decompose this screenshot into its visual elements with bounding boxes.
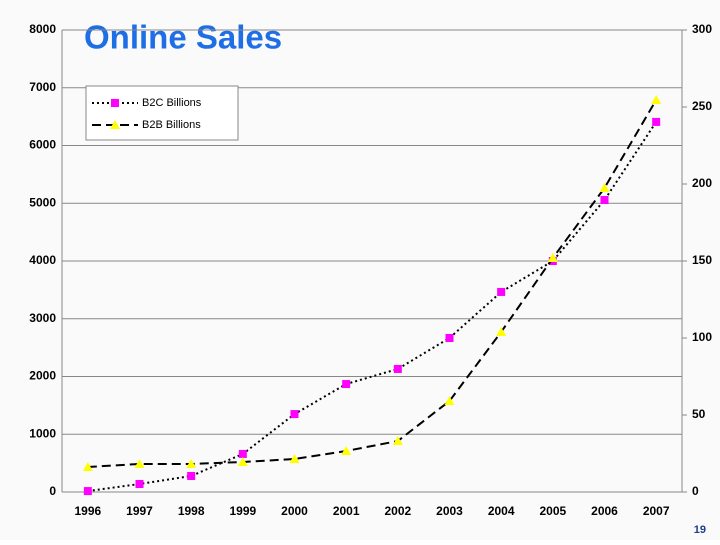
- series-line: [87, 99, 658, 468]
- y2-tick-label: 250: [692, 99, 712, 113]
- y2-tick-label: 50: [692, 407, 706, 421]
- marker: [496, 326, 507, 336]
- y-tick-label: 7000: [29, 80, 56, 94]
- legend-label: B2B Billions: [142, 119, 201, 131]
- marker: [600, 196, 609, 205]
- marker: [445, 334, 454, 342]
- marker: [341, 445, 352, 455]
- marker: [289, 454, 300, 464]
- y-tick-label: 6000: [29, 138, 56, 152]
- marker: [187, 471, 196, 480]
- y-tick-label: 4000: [29, 253, 56, 267]
- x-tick-label: 1999: [229, 504, 256, 518]
- legend-box: [85, 85, 239, 141]
- x-tick-label: 1997: [126, 504, 153, 518]
- y2-tick-label: 100: [692, 330, 712, 344]
- marker: [134, 458, 145, 468]
- marker: [135, 479, 144, 488]
- y-tick-label: 8000: [29, 22, 56, 36]
- y2-tick-label: 150: [692, 253, 712, 267]
- y2-tick-label: 200: [692, 176, 712, 190]
- marker: [110, 120, 120, 129]
- marker: [497, 287, 506, 296]
- x-tick-label: 2006: [591, 504, 618, 518]
- x-tick-label: 2000: [281, 504, 308, 518]
- marker: [238, 449, 247, 458]
- y-tick-label: 0: [49, 484, 56, 498]
- marker: [652, 117, 661, 126]
- y-tick-label: 2000: [29, 369, 56, 383]
- chart-title: Online Sales: [84, 19, 282, 56]
- x-tick-label: 2001: [333, 504, 360, 518]
- marker: [186, 458, 197, 468]
- x-tick-label: 2002: [384, 504, 411, 518]
- x-tick-label: 2004: [488, 504, 515, 518]
- x-tick-label: 2007: [643, 504, 670, 518]
- marker: [82, 461, 93, 471]
- marker: [444, 395, 455, 405]
- marker: [290, 410, 299, 419]
- marker: [342, 380, 351, 389]
- marker: [111, 99, 119, 107]
- y-tick-label: 1000: [29, 426, 56, 440]
- x-tick-label: 1996: [74, 504, 101, 518]
- marker: [237, 456, 248, 466]
- marker: [599, 183, 610, 193]
- marker: [393, 364, 402, 373]
- y2-tick-label: 0: [692, 484, 699, 498]
- marker: [83, 487, 92, 496]
- x-tick-label: 2005: [539, 504, 566, 518]
- y-tick-label: 5000: [29, 195, 56, 209]
- y-tick-label: 3000: [29, 311, 56, 325]
- legend-label: B2C Billions: [142, 97, 202, 109]
- x-tick-label: 2003: [436, 504, 463, 518]
- marker: [392, 436, 403, 446]
- marker: [547, 252, 558, 262]
- page-number: 19: [694, 524, 706, 536]
- x-tick-label: 1998: [178, 504, 205, 518]
- y2-tick-label: 300: [692, 22, 712, 36]
- marker: [651, 94, 662, 104]
- series-line: [87, 121, 658, 493]
